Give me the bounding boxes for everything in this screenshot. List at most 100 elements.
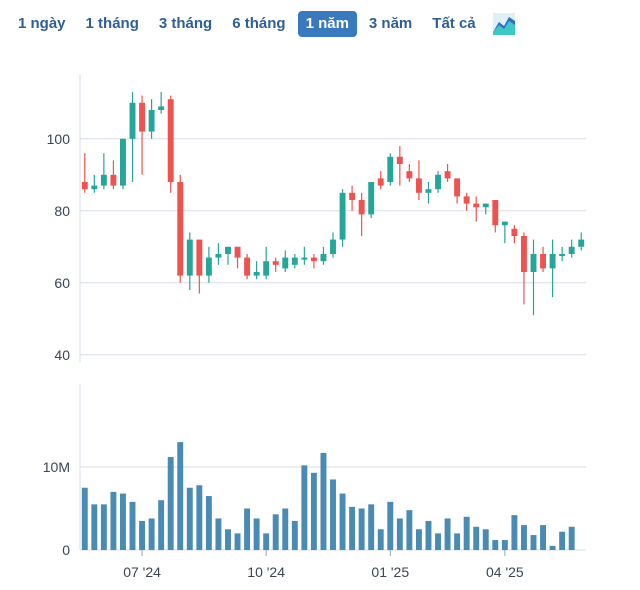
candle-down: [234, 246, 241, 258]
volume-bar: [349, 506, 356, 550]
volume-bar: [110, 491, 117, 550]
candle-up: [100, 174, 107, 186]
volume-bar: [215, 518, 222, 550]
candle-down: [492, 200, 499, 226]
volume-bar: [158, 500, 165, 550]
volume-bar: [368, 504, 375, 550]
volume-bar: [540, 525, 546, 550]
volume-bar: [148, 518, 155, 550]
volume-bar: [234, 533, 241, 550]
candle-up: [435, 174, 441, 190]
candle-down: [396, 156, 403, 164]
volume-bar: [425, 520, 432, 550]
volume-bar: [139, 520, 146, 550]
candle-up: [320, 254, 327, 262]
volume-bar: [81, 487, 88, 550]
candle-up: [425, 189, 432, 193]
volume-bar: [205, 496, 212, 550]
volume-bar: [406, 510, 413, 550]
candle-down: [81, 182, 88, 190]
volume-bar: [358, 508, 365, 550]
volume-bar: [129, 501, 136, 550]
candle-up: [158, 106, 165, 110]
range-1-year-button[interactable]: 1 năm: [297, 11, 357, 37]
candle-down: [310, 257, 317, 262]
volume-bar: [301, 465, 308, 550]
candle-down: [415, 178, 422, 193]
volume-bar: [520, 525, 527, 550]
candle-up: [129, 102, 136, 139]
range-6-months-button[interactable]: 6 tháng: [232, 15, 286, 32]
volume-bar-panel: 0 10M: [43, 384, 586, 558]
candle-down: [463, 196, 470, 204]
price-tick-label: 60: [54, 275, 70, 291]
candle-up: [148, 110, 155, 132]
candle-up: [120, 138, 126, 186]
time-tick-label: 07 '24: [123, 564, 161, 580]
volume-bar: [186, 487, 193, 550]
volume-bar: [282, 508, 289, 550]
range-3-months-button[interactable]: 3 tháng: [158, 15, 213, 32]
price-tick-label: 100: [47, 131, 71, 147]
candle-down: [377, 178, 384, 186]
volume-bar: [568, 526, 575, 550]
volume-bar: [396, 518, 403, 550]
volume-bar: [377, 529, 384, 550]
candle-up: [578, 239, 585, 247]
candle-down: [196, 239, 203, 276]
volume-bar: [435, 533, 441, 550]
candle-up: [530, 254, 537, 272]
range-1-month-button[interactable]: 1 tháng: [85, 15, 139, 32]
candle-down: [540, 254, 546, 269]
price-tick-label: 40: [54, 347, 70, 363]
price-candlestick-panel: 40 60 80 100: [47, 74, 586, 363]
time-tick-label: 04 '25: [486, 564, 524, 580]
volume-bar: [196, 485, 203, 550]
volume-bar: [244, 508, 251, 550]
candle-down: [473, 203, 480, 208]
area-chart-icon[interactable]: [492, 12, 516, 36]
volume-bar: [454, 533, 461, 550]
candle-down: [110, 174, 117, 186]
candle-down: [177, 182, 184, 276]
candle-up: [568, 246, 575, 254]
candle-up: [549, 254, 556, 269]
volume-bar: [473, 526, 480, 550]
volume-bar: [320, 452, 327, 550]
time-tick-label: 01 '25: [371, 564, 409, 580]
candle-up: [482, 203, 489, 208]
time-tick-label: 10 '24: [247, 564, 285, 580]
volume-bar: [225, 529, 231, 550]
volume-tick-label: 0: [62, 542, 70, 558]
candle-up: [186, 239, 193, 276]
volume-bar: [501, 540, 508, 550]
candle-up: [215, 254, 222, 258]
volume-bar: [549, 545, 556, 550]
range-1-day-button[interactable]: 1 ngày: [18, 15, 66, 32]
candle-up: [263, 261, 270, 276]
volume-bar: [339, 493, 346, 550]
candle-up: [225, 246, 231, 254]
volume-bar: [310, 472, 317, 550]
candle-down: [167, 99, 174, 182]
volume-bar: [559, 531, 566, 550]
volume-tick-label: 10M: [43, 459, 70, 475]
range-3-years-button[interactable]: 3 năm: [368, 15, 413, 32]
candle-up: [301, 257, 308, 260]
volume-bar: [167, 457, 174, 550]
candle-down: [520, 236, 527, 272]
volume-bar: [415, 529, 422, 550]
volume-bar: [272, 514, 279, 550]
candle-down: [358, 200, 365, 215]
candle-up: [253, 272, 260, 276]
price-tick-label: 80: [54, 203, 70, 219]
volume-bar: [91, 504, 98, 550]
volume-bar: [492, 540, 499, 550]
range-all-button[interactable]: Tất cả: [432, 15, 476, 32]
candle-up: [205, 257, 212, 276]
time-range-toolbar: 1 ngày 1 tháng 3 tháng 6 tháng 1 năm 3 n…: [10, 10, 516, 38]
volume-bar: [444, 518, 451, 550]
candle-up: [91, 185, 98, 190]
candle-up: [339, 192, 346, 240]
